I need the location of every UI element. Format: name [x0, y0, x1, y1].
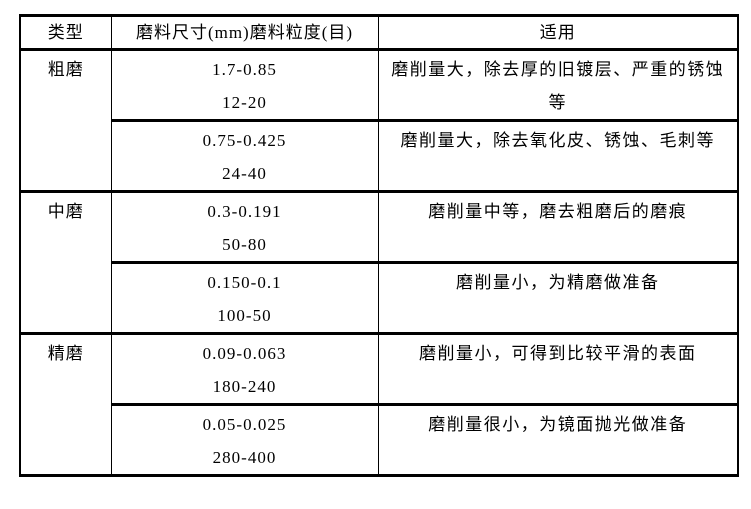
mesh-value: 180-240 — [212, 377, 277, 396]
cell-size-mesh: 0.75-0.425 24-40 — [110, 119, 379, 193]
cell-size-mesh: 0.150-0.1 100-50 — [110, 261, 379, 335]
mesh-value: 280-400 — [212, 448, 277, 467]
group-type-fine: 精磨 — [19, 332, 112, 477]
header-row: 类型 磨料尺寸(mm)磨料粒度(目) 适用 — [19, 14, 739, 51]
size-value: 1.7-0.85 — [212, 60, 277, 79]
cell-application: 磨削量很小，为镜面抛光做准备 — [377, 403, 739, 477]
abrasive-grade-table: 类型 磨料尺寸(mm)磨料粒度(目) 适用 粗磨 1.7-0.85 12-20 … — [19, 14, 739, 477]
mesh-value: 12-20 — [222, 93, 267, 112]
header-type: 类型 — [19, 14, 112, 51]
cell-application: 磨削量大，除去厚的旧镀层、严重的锈蚀等 — [377, 48, 739, 122]
cell-application: 磨削量小，可得到比较平滑的表面 — [377, 332, 739, 406]
cell-size-mesh: 0.05-0.025 280-400 — [110, 403, 379, 477]
cell-size-mesh: 0.09-0.063 180-240 — [110, 332, 379, 406]
size-value: 0.05-0.025 — [202, 415, 287, 434]
cell-application: 磨削量中等，磨去粗磨后的磨痕 — [377, 190, 739, 264]
mesh-value: 100-50 — [217, 306, 272, 325]
table-row: 精磨 0.09-0.063 180-240 磨削量小，可得到比较平滑的表面 — [19, 332, 739, 477]
table-row: 0.75-0.425 24-40 磨削量大，除去氧化皮、锈蚀、毛刺等 — [20, 119, 739, 193]
header-size-grit: 磨料尺寸(mm)磨料粒度(目) — [110, 14, 379, 51]
size-value: 0.09-0.063 — [202, 344, 287, 363]
table-row: 0.05-0.025 280-400 磨削量很小，为镜面抛光做准备 — [20, 403, 739, 477]
document-page: 类型 磨料尺寸(mm)磨料粒度(目) 适用 粗磨 1.7-0.85 12-20 … — [0, 14, 751, 509]
group-type-medium: 中磨 — [19, 190, 112, 335]
header-application: 适用 — [377, 14, 739, 51]
size-value: 0.75-0.425 — [202, 131, 287, 150]
group-type-coarse: 粗磨 — [19, 48, 112, 193]
cell-application: 磨削量小，为精磨做准备 — [377, 261, 739, 335]
table-row: 粗磨 1.7-0.85 12-20 磨削量大，除去厚的旧镀层、严重的锈蚀等 — [19, 48, 739, 193]
cell-application: 磨削量大，除去氧化皮、锈蚀、毛刺等 — [377, 119, 739, 193]
cell-size-mesh: 0.3-0.191 50-80 — [110, 190, 379, 264]
size-value: 0.150-0.1 — [207, 273, 282, 292]
table-row: 中磨 0.3-0.191 50-80 磨削量中等，磨去粗磨后的磨痕 — [19, 190, 739, 335]
mesh-value: 50-80 — [222, 235, 267, 254]
size-value: 0.3-0.191 — [207, 202, 282, 221]
mesh-value: 24-40 — [222, 164, 267, 183]
table-row: 0.150-0.1 100-50 磨削量小，为精磨做准备 — [20, 261, 739, 335]
cell-size-mesh: 1.7-0.85 12-20 — [110, 48, 379, 122]
